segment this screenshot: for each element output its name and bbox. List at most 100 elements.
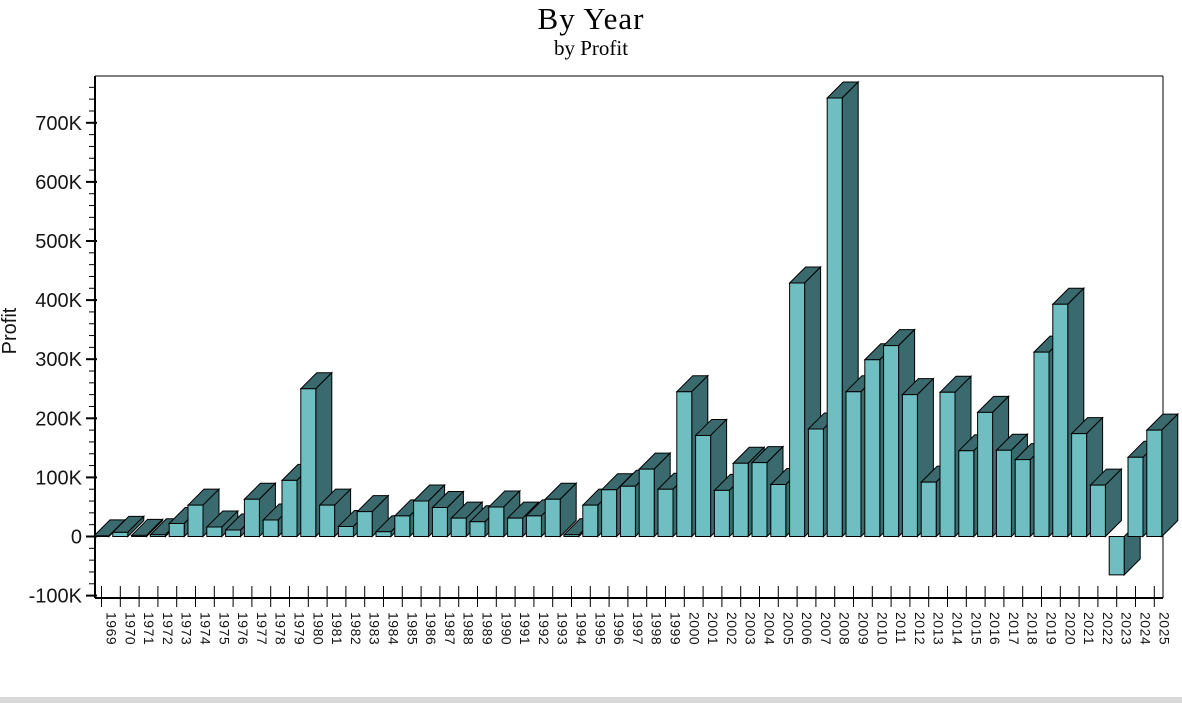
y-tick-label: 100K — [35, 467, 82, 489]
x-tick-label: 2015 — [968, 612, 984, 645]
y-tick-label: -100K — [29, 586, 83, 608]
chart-subtitle: by Profit — [553, 36, 629, 60]
y-axis-title: Profit — [0, 307, 21, 354]
bar-1978 — [262, 519, 279, 537]
x-tick-label: 2007 — [818, 612, 834, 645]
x-tick-label: 1970 — [122, 612, 138, 645]
bar-1999 — [657, 488, 674, 537]
x-tick-label: 2014 — [950, 612, 966, 645]
x-tick-label: 1984 — [386, 612, 402, 645]
y-tick-label: 600K — [35, 172, 82, 194]
x-tick-label: 2024 — [1138, 612, 1154, 645]
x-tick-label: 2025 — [1156, 612, 1172, 645]
bar-1984 — [375, 531, 392, 537]
x-tick-label: 2005 — [780, 612, 796, 645]
x-tick-label: 2020 — [1062, 612, 1078, 645]
bar-2018 — [1014, 459, 1031, 537]
x-tick-label: 1976 — [235, 612, 251, 645]
x-tick-label: 2021 — [1081, 612, 1097, 645]
y-tick-label: 0 — [71, 527, 82, 549]
bar-1972 — [149, 534, 166, 537]
x-tick-label: 1998 — [649, 612, 665, 645]
y-tick-label: 500K — [35, 231, 82, 253]
x-tick-label: 2018 — [1025, 612, 1041, 645]
bar-1989 — [469, 521, 486, 537]
x-tick-label: 2016 — [987, 612, 1003, 645]
x-tick-label: 1993 — [555, 612, 571, 645]
x-tick-label: 2011 — [893, 612, 909, 644]
bar-1985 — [394, 515, 411, 537]
bar-2010 — [864, 359, 881, 537]
x-tick-label: 1987 — [442, 612, 458, 645]
y-tick-label: 200K — [35, 408, 82, 430]
bar-1998 — [638, 468, 655, 537]
x-tick-label: 2012 — [912, 612, 928, 645]
bar-1996 — [601, 489, 618, 537]
bar-1986 — [413, 500, 430, 537]
x-tick-label: 2000 — [686, 612, 702, 645]
bar-1992 — [525, 515, 542, 537]
x-tick-label: 1994 — [574, 612, 590, 645]
x-tick-label: 2006 — [799, 612, 815, 645]
bar-1991 — [507, 517, 524, 537]
y-tick-label: 400K — [35, 290, 82, 312]
x-tick-label: 1971 — [141, 612, 157, 645]
bar-1993 — [544, 498, 561, 537]
bar-2020 — [1052, 303, 1069, 537]
x-tick-label: 2022 — [1100, 612, 1116, 645]
bar-1975 — [206, 526, 223, 537]
x-tick-label: 1990 — [498, 612, 514, 645]
x-tick-label: 1980 — [310, 612, 326, 645]
bar-2021 — [1071, 433, 1088, 537]
y-tick-label: 300K — [35, 349, 82, 371]
x-tick-label: 1974 — [198, 612, 214, 645]
bar-2022 — [1089, 484, 1106, 537]
bar-2017 — [995, 449, 1012, 537]
bar-1970 — [112, 531, 129, 537]
bar-2012 — [901, 394, 918, 537]
x-tick-label: 1986 — [423, 612, 439, 645]
bar-2008 — [826, 97, 843, 537]
x-tick-label: 2017 — [1006, 612, 1022, 645]
bar-1973 — [168, 522, 185, 537]
x-tick-label: 1977 — [254, 612, 270, 645]
bar-1997 — [619, 485, 636, 537]
bar-2006 — [789, 282, 806, 537]
bar-2001 — [695, 434, 712, 537]
bar-2002 — [713, 489, 730, 537]
bar-2011 — [883, 345, 900, 537]
bar-2007 — [807, 428, 824, 537]
x-tick-label: 2001 — [705, 612, 721, 645]
bar-2024 — [1127, 456, 1144, 537]
x-tick-label: 1972 — [160, 612, 176, 645]
bar-2009 — [845, 391, 862, 537]
x-tick-label: 2002 — [724, 612, 740, 645]
x-tick-label: 1999 — [668, 612, 684, 645]
x-tick-label: 2004 — [762, 612, 778, 645]
x-tick-label: 1992 — [536, 612, 552, 645]
bar-1981 — [319, 504, 336, 537]
bar-1982 — [337, 525, 354, 537]
x-tick-label: 1979 — [292, 612, 308, 645]
bar-1995 — [582, 504, 599, 537]
bar-1976 — [225, 529, 242, 537]
bar-2000 — [676, 391, 693, 537]
bar-1971 — [131, 534, 148, 537]
x-tick-label: 1981 — [329, 612, 345, 645]
bar-2003 — [732, 462, 749, 537]
x-tick-label: 2003 — [743, 612, 759, 645]
bar-1988 — [450, 517, 467, 537]
bar-2004 — [751, 462, 768, 537]
chart-title: By Year — [537, 1, 645, 36]
bar-2014 — [939, 391, 956, 537]
x-tick-label: 1969 — [104, 612, 120, 645]
x-tick-label: 1985 — [404, 612, 420, 645]
x-tick-label: 1982 — [348, 612, 364, 645]
x-tick-label: 1983 — [367, 612, 383, 645]
x-tick-label: 1975 — [216, 612, 232, 645]
x-tick-label: 2010 — [874, 612, 890, 645]
bar-2019 — [1033, 351, 1050, 537]
x-tick-label: 2009 — [856, 612, 872, 645]
bar-1990 — [488, 506, 505, 537]
